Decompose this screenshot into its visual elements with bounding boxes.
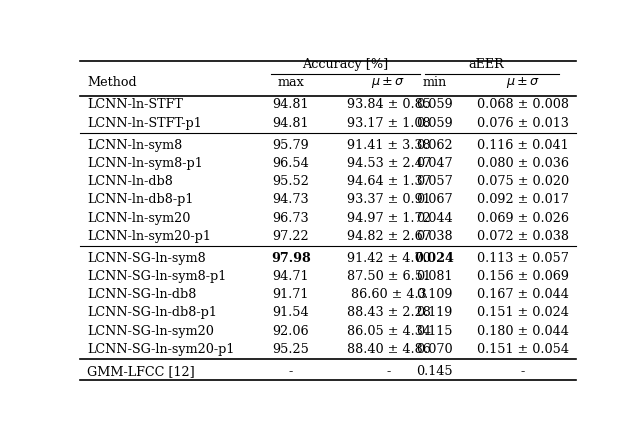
Text: 94.71: 94.71 (273, 270, 309, 283)
Text: 97.98: 97.98 (271, 252, 310, 265)
Text: 0.119: 0.119 (417, 306, 453, 319)
Text: 0.180 ± 0.044: 0.180 ± 0.044 (477, 325, 569, 337)
Text: 0.069 ± 0.026: 0.069 ± 0.026 (477, 212, 569, 225)
Text: 86.05 ± 4.34: 86.05 ± 4.34 (346, 325, 431, 337)
Text: 0.059: 0.059 (416, 98, 453, 111)
Text: LCNN-ln-STFT-p1: LCNN-ln-STFT-p1 (88, 117, 202, 130)
Text: 96.73: 96.73 (273, 212, 309, 225)
Text: 91.42 ± 4.70: 91.42 ± 4.70 (347, 252, 430, 265)
Text: LCNN-SG-ln-sym20: LCNN-SG-ln-sym20 (88, 325, 214, 337)
Text: 0.044: 0.044 (417, 212, 453, 225)
Text: 0.081: 0.081 (417, 270, 453, 283)
Text: 88.43 ± 2.28: 88.43 ± 2.28 (347, 306, 431, 319)
Text: LCNN-ln-sym20-p1: LCNN-ln-sym20-p1 (88, 230, 211, 243)
Text: 91.71: 91.71 (273, 288, 309, 301)
Text: 0.062: 0.062 (417, 139, 453, 152)
Text: 94.81: 94.81 (273, 98, 309, 111)
Text: 0.151 ± 0.024: 0.151 ± 0.024 (477, 306, 569, 319)
Text: 0.068 ± 0.008: 0.068 ± 0.008 (477, 98, 569, 111)
Text: 0.057: 0.057 (416, 175, 453, 188)
Text: -: - (387, 365, 390, 378)
Text: LCNN-SG-ln-sym8: LCNN-SG-ln-sym8 (88, 252, 206, 265)
Text: 0.115: 0.115 (417, 325, 453, 337)
Text: 0.080 ± 0.036: 0.080 ± 0.036 (477, 157, 569, 170)
Text: 86.60 ± 4.3: 86.60 ± 4.3 (351, 288, 426, 301)
Text: 96.54: 96.54 (273, 157, 309, 170)
Text: $\mu \pm \sigma$: $\mu \pm \sigma$ (506, 75, 540, 90)
Text: LCNN-ln-STFT: LCNN-ln-STFT (88, 98, 183, 111)
Text: LCNN-ln-db8: LCNN-ln-db8 (88, 175, 173, 188)
Text: 91.41 ± 3.38: 91.41 ± 3.38 (347, 139, 430, 152)
Text: 93.84 ± 0.85: 93.84 ± 0.85 (346, 98, 431, 111)
Text: 92.06: 92.06 (273, 325, 309, 337)
Text: 0.076 ± 0.013: 0.076 ± 0.013 (477, 117, 569, 130)
Text: 0.145: 0.145 (417, 365, 453, 378)
Text: 94.81: 94.81 (273, 117, 309, 130)
Text: $\mu \pm \sigma$: $\mu \pm \sigma$ (371, 75, 406, 90)
Text: 87.50 ± 6.51: 87.50 ± 6.51 (346, 270, 431, 283)
Text: LCNN-SG-ln-sym20-p1: LCNN-SG-ln-sym20-p1 (88, 343, 235, 356)
Text: LCNN-ln-db8-p1: LCNN-ln-db8-p1 (88, 193, 194, 206)
Text: -: - (521, 365, 525, 378)
Text: GMM-LFCC [12]: GMM-LFCC [12] (88, 365, 195, 378)
Text: Method: Method (88, 76, 137, 89)
Text: 0.075 ± 0.020: 0.075 ± 0.020 (477, 175, 569, 188)
Text: 88.40 ± 4.86: 88.40 ± 4.86 (347, 343, 431, 356)
Text: 0.116 ± 0.041: 0.116 ± 0.041 (477, 139, 569, 152)
Text: 94.73: 94.73 (273, 193, 309, 206)
Text: Accuracy [%]: Accuracy [%] (302, 58, 388, 71)
Text: LCNN-ln-sym8: LCNN-ln-sym8 (88, 139, 182, 152)
Text: 0.067: 0.067 (417, 193, 453, 206)
Text: 95.79: 95.79 (273, 139, 309, 152)
Text: 0.109: 0.109 (417, 288, 453, 301)
Text: 0.151 ± 0.054: 0.151 ± 0.054 (477, 343, 569, 356)
Text: max: max (277, 76, 304, 89)
Text: 0.047: 0.047 (417, 157, 453, 170)
Text: 95.25: 95.25 (273, 343, 309, 356)
Text: 0.113 ± 0.057: 0.113 ± 0.057 (477, 252, 569, 265)
Text: 93.17 ± 1.08: 93.17 ± 1.08 (347, 117, 430, 130)
Text: min: min (422, 76, 447, 89)
Text: 94.64 ± 1.37: 94.64 ± 1.37 (347, 175, 430, 188)
Text: 0.024: 0.024 (415, 252, 454, 265)
Text: LCNN-ln-sym8-p1: LCNN-ln-sym8-p1 (88, 157, 203, 170)
Text: 0.038: 0.038 (417, 230, 453, 243)
Text: 91.54: 91.54 (273, 306, 309, 319)
Text: aEER: aEER (469, 58, 504, 71)
Text: LCNN-SG-ln-db8: LCNN-SG-ln-db8 (88, 288, 197, 301)
Text: -: - (289, 365, 293, 378)
Text: 0.070: 0.070 (417, 343, 453, 356)
Text: 0.092 ± 0.017: 0.092 ± 0.017 (477, 193, 569, 206)
Text: 94.97 ± 1.72: 94.97 ± 1.72 (347, 212, 430, 225)
Text: 95.52: 95.52 (273, 175, 309, 188)
Text: LCNN-SG-ln-sym8-p1: LCNN-SG-ln-sym8-p1 (88, 270, 227, 283)
Text: 93.37 ± 0.91: 93.37 ± 0.91 (347, 193, 430, 206)
Text: LCNN-SG-ln-db8-p1: LCNN-SG-ln-db8-p1 (88, 306, 218, 319)
Text: 0.156 ± 0.069: 0.156 ± 0.069 (477, 270, 569, 283)
Text: 97.22: 97.22 (273, 230, 309, 243)
Text: 94.53 ± 2.47: 94.53 ± 2.47 (346, 157, 431, 170)
Text: 0.059: 0.059 (416, 117, 453, 130)
Text: 94.82 ± 2.67: 94.82 ± 2.67 (347, 230, 431, 243)
Text: LCNN-ln-sym20: LCNN-ln-sym20 (88, 212, 191, 225)
Text: 0.072 ± 0.038: 0.072 ± 0.038 (477, 230, 569, 243)
Text: 0.167 ± 0.044: 0.167 ± 0.044 (477, 288, 569, 301)
